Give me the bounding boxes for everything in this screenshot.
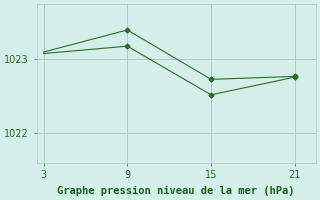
X-axis label: Graphe pression niveau de la mer (hPa): Graphe pression niveau de la mer (hPa) (58, 186, 295, 196)
